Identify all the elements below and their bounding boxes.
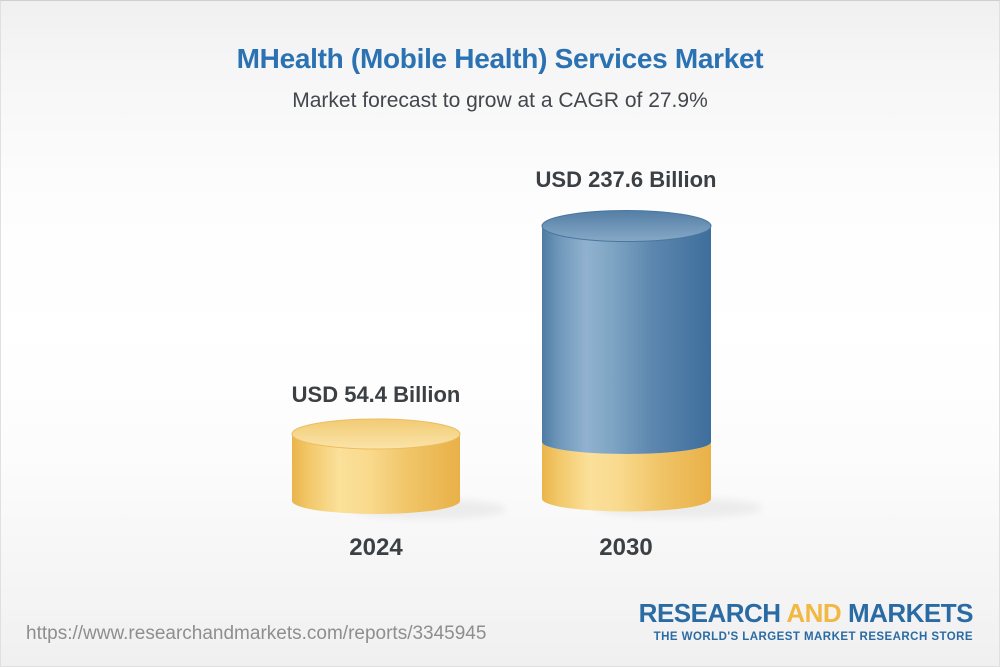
bar-2030-blue-segment xyxy=(542,226,711,454)
report-url-link[interactable]: https://www.researchandmarkets.com/repor… xyxy=(26,623,487,644)
bar-2030-base-segment xyxy=(542,442,711,512)
value-label-2024: USD 54.4 Billion xyxy=(291,382,461,407)
chart-title: MHealth (Mobile Health) Services Market xyxy=(236,43,764,74)
x-axis-label-2030: 2030 xyxy=(599,534,653,561)
logo-markets-text: MARKETS xyxy=(847,598,974,628)
value-label-2030: USD 237.6 Billion xyxy=(535,167,717,192)
brand-logo-tagline: THE WORLD'S LARGEST MARKET RESEARCH STOR… xyxy=(653,631,973,643)
brand-logo-wordmark: RESEARCH AND MARKETS xyxy=(638,598,974,629)
brand-logo: RESEARCH AND MARKETS THE WORLD'S LARGEST… xyxy=(638,598,974,643)
logo-and-text: AND xyxy=(786,598,842,628)
bar-2030-cylinder xyxy=(541,210,712,512)
x-axis-label-2024: 2024 xyxy=(349,534,403,561)
chart-subtitle: Market forecast to grow at a CAGR of 27.… xyxy=(292,89,708,112)
bar-2024-cylinder xyxy=(291,418,461,514)
logo-research-text: RESEARCH xyxy=(638,598,781,628)
